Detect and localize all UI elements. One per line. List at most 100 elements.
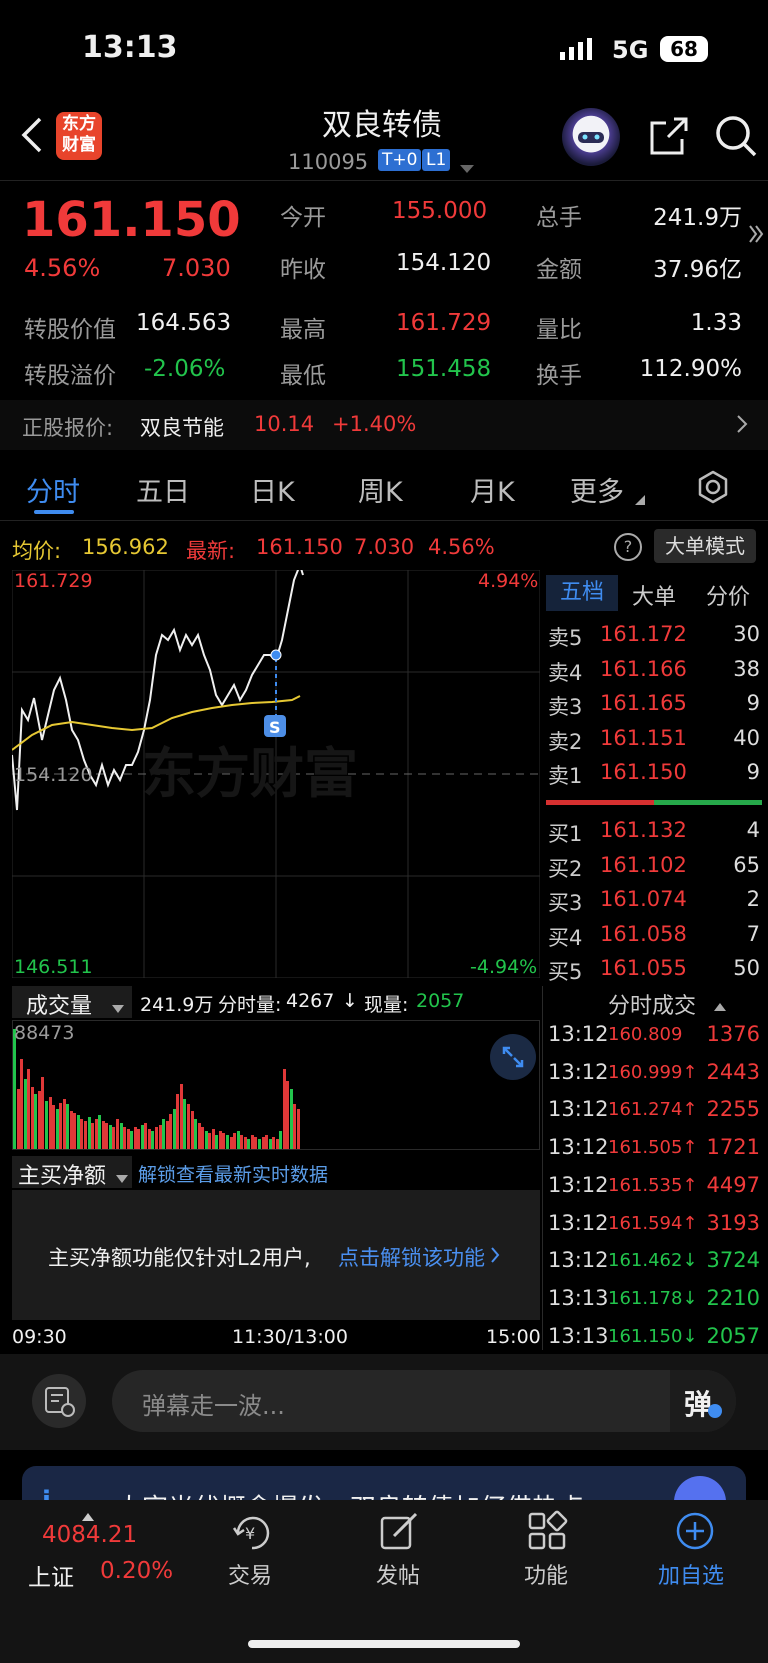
prev-close-label: 昨收 — [280, 257, 326, 283]
robot-avatar-icon[interactable] — [562, 108, 620, 166]
volume-bar — [76, 1115, 80, 1149]
trade-time: 13:13 — [548, 1323, 609, 1348]
volume-bar — [229, 1137, 233, 1149]
sell-row[interactable]: 卖3 161.165 9 — [548, 691, 766, 725]
volume-bar — [73, 1113, 77, 1149]
main-net-selector[interactable]: 主买净额 — [12, 1156, 132, 1189]
big-order-mode-button[interactable]: 大单模式 — [654, 529, 756, 563]
volume-bar — [293, 1104, 297, 1149]
volume-bar — [172, 1109, 176, 1149]
buy-row[interactable]: 买4 161.058 7 — [548, 922, 766, 956]
low-value: 151.458 — [396, 356, 492, 382]
help-icon[interactable]: ? — [614, 533, 642, 561]
volume-bar — [190, 1111, 194, 1149]
volume-bar — [101, 1121, 105, 1149]
settings-icon[interactable] — [696, 470, 730, 508]
vol-ratio-label: 量比 — [536, 317, 582, 343]
tab-divider — [0, 520, 768, 521]
danmu-toggle-label: 弹 — [684, 1388, 713, 1421]
tab-monthly-k[interactable]: 月K — [470, 477, 515, 508]
chevron-right-icon — [736, 414, 748, 438]
sell-row[interactable]: 卖5 161.172 30 — [548, 622, 766, 656]
trade-time: 13:12 — [548, 1097, 609, 1122]
index-name[interactable]: 上证 — [28, 1565, 74, 1591]
search-icon[interactable] — [714, 114, 758, 162]
chevron-down-icon[interactable] — [460, 158, 474, 177]
tab-five-day[interactable]: 五日 — [136, 477, 190, 508]
buy-row[interactable]: 买2 161.102 65 — [548, 853, 766, 887]
add-watchlist-icon[interactable] — [674, 1510, 716, 1556]
danmu-settings-icon[interactable] — [32, 1374, 86, 1428]
volume-bar — [265, 1135, 269, 1149]
back-icon[interactable] — [20, 115, 44, 159]
unlock-feature-link[interactable]: 点击解锁该功能 — [338, 1246, 485, 1270]
buy-row[interactable]: 买5 161.055 50 — [548, 956, 766, 990]
nav-add-label[interactable]: 加自选 — [658, 1564, 725, 1589]
nav-trade-label[interactable]: 交易 — [228, 1564, 273, 1589]
volume-bar — [254, 1137, 258, 1149]
trades-caret-icon[interactable] — [714, 996, 726, 1015]
buy-row[interactable]: 买1 161.132 4 — [548, 818, 766, 852]
index-pct[interactable]: 0.20% — [100, 1558, 174, 1584]
chart-min-pct: -4.94% — [470, 956, 538, 978]
post-icon[interactable] — [378, 1510, 420, 1556]
trade-volume: 2255 — [706, 1097, 760, 1122]
buy-row[interactable]: 买3 161.074 2 — [548, 887, 766, 921]
volume-bar — [257, 1139, 261, 1149]
t0-badge: T+0 — [378, 149, 422, 171]
sell-volume: 38 — [733, 656, 760, 681]
danmu-toggle-button[interactable]: 弹 — [670, 1370, 736, 1432]
tab-more[interactable]: 更多 — [570, 477, 624, 508]
unlock-realtime-link[interactable]: 解锁查看最新实时数据 — [138, 1164, 329, 1186]
sell-price: 161.172 — [600, 622, 687, 646]
volume-bar — [243, 1137, 247, 1149]
fullscreen-icon[interactable] — [490, 1034, 536, 1080]
orderbook-tab-big[interactable]: 大单 — [632, 585, 677, 610]
tab-weekly-k[interactable]: 周K — [358, 477, 403, 508]
volume-selector[interactable]: 成交量 — [12, 986, 132, 1019]
volume-bar — [119, 1123, 123, 1149]
volume-bar — [186, 1104, 190, 1149]
nav-post-label[interactable]: 发帖 — [376, 1564, 421, 1589]
orderbook-tab-five[interactable]: 五档 — [546, 575, 618, 611]
sell-row[interactable]: 卖4 161.166 38 — [548, 657, 766, 691]
volume-chart[interactable] — [12, 1020, 540, 1150]
volume-bar — [52, 1105, 56, 1149]
sell-row[interactable]: 卖2 161.151 40 — [548, 726, 766, 760]
dropdown-caret-icon — [112, 998, 124, 1017]
tab-intraday[interactable]: 分时 — [26, 477, 80, 508]
s-marker-icon[interactable] — [264, 715, 286, 737]
underlying-stock-row[interactable]: 正股报价: 双良节能 10.14 +1.40% — [0, 400, 768, 450]
buy-price: 161.102 — [600, 852, 687, 877]
index-value[interactable]: 4084.21 — [42, 1522, 138, 1548]
danmu-input[interactable]: 弹幕走一波... 弹 — [112, 1370, 736, 1432]
expand-right-icon[interactable] — [748, 222, 764, 250]
volume-bar — [222, 1133, 226, 1149]
main-net-selector-label: 主买净额 — [18, 1164, 107, 1189]
sell-label: 卖2 — [548, 729, 583, 754]
volume-bar — [240, 1135, 244, 1149]
volume-bar — [108, 1125, 112, 1149]
function-icon[interactable] — [526, 1510, 568, 1556]
trade-icon[interactable]: ¥ — [230, 1510, 274, 1558]
buy-label: 买3 — [548, 891, 583, 915]
volume-label: 总手 — [536, 205, 582, 231]
trade-row: 13:13 161.150↓ 2057 — [548, 1324, 766, 1358]
period-vol-value: 4267 — [286, 990, 335, 1012]
orderbook-tab-price[interactable]: 分价 — [706, 585, 751, 610]
watermark-text: 东方财富 — [142, 742, 358, 805]
intraday-chart[interactable]: 东方财富 S — [11, 561, 541, 979]
volume-bar — [282, 1069, 286, 1149]
trade-volume: 1376 — [706, 1022, 760, 1046]
tab-daily-k[interactable]: 日K — [250, 477, 295, 508]
buy-volume: 65 — [733, 852, 760, 877]
sell-label: 卖4 — [548, 660, 583, 685]
sell-price: 161.166 — [600, 656, 687, 681]
index-up-icon — [82, 1506, 94, 1525]
share-icon[interactable] — [648, 115, 690, 161]
dropdown-caret-icon-2 — [116, 1168, 128, 1187]
trade-row: 13:12 161.462↓ 3724 — [548, 1248, 766, 1282]
nav-function-label[interactable]: 功能 — [524, 1564, 569, 1589]
trade-volume: 2210 — [706, 1285, 760, 1310]
sell-row[interactable]: 卖1 161.150 9 — [548, 760, 766, 794]
